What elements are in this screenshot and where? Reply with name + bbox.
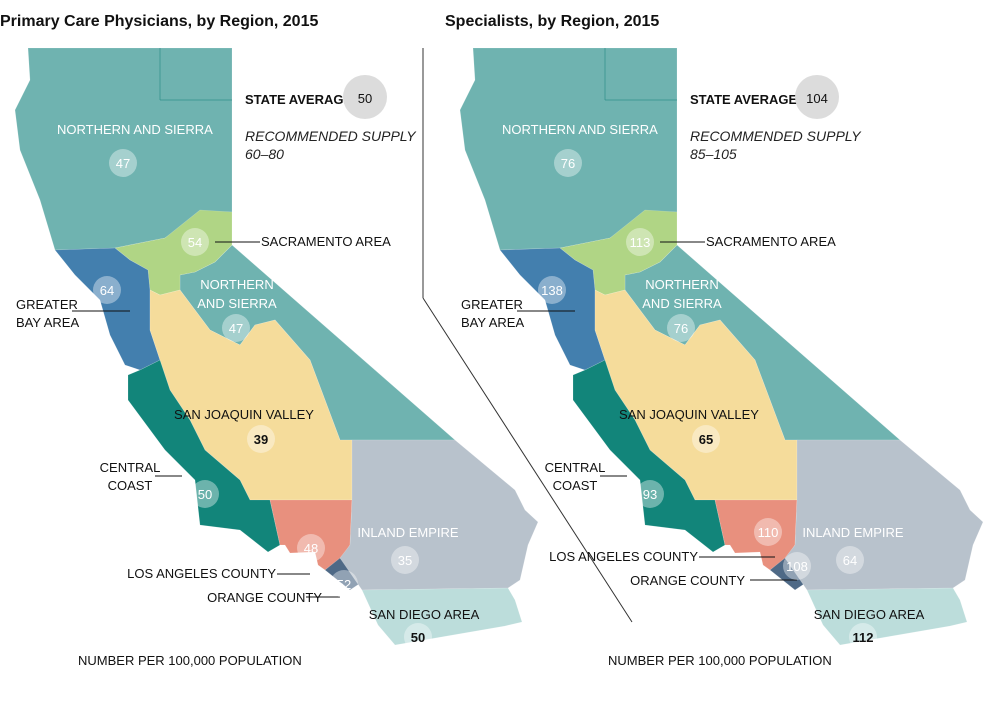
value-bubble-inland-empire <box>391 546 419 574</box>
region-inland-empire <box>339 439 539 591</box>
region-label: NORTHERN AND SIERRA <box>57 122 213 137</box>
region-value: 110 <box>758 525 779 540</box>
region-value: 64 <box>100 283 114 298</box>
footnote: NUMBER PER 100,000 POPULATION <box>78 653 302 668</box>
region-label: COAST <box>553 478 598 493</box>
value-bubble-northern-sierra-mid <box>222 314 250 342</box>
map-title: Primary Care Physicians, by Region, 2015 <box>0 13 318 30</box>
recommended-supply-range: 85–105 <box>690 146 737 162</box>
region-value: 64 <box>843 553 857 568</box>
region-value: 48 <box>304 541 318 556</box>
region-inland-empire <box>784 439 984 591</box>
region-label: SACRAMENTO AREA <box>706 234 836 249</box>
recommended-supply-label: RECOMMENDED SUPPLY <box>690 128 862 144</box>
region-label: SAN DIEGO AREA <box>369 607 480 622</box>
region-value: 138 <box>541 283 563 298</box>
value-bubble-northern-sierra-north <box>554 149 582 177</box>
region-label: CENTRAL <box>545 460 606 475</box>
region-value: 93 <box>643 487 657 502</box>
region-los-angeles <box>269 499 353 571</box>
region-value: 113 <box>630 235 651 250</box>
value-bubble-san-joaquin <box>692 425 720 453</box>
state-average-label: STATE AVERAGE <box>690 92 797 107</box>
value-bubble-central-coast <box>191 480 219 508</box>
value-bubble-san-diego <box>849 623 877 651</box>
state-average-value: 50 <box>358 91 372 106</box>
region-value: 50 <box>411 630 425 645</box>
region-label: INLAND EMPIRE <box>802 525 903 540</box>
region-value: 35 <box>398 553 412 568</box>
value-bubble-sacramento <box>626 228 654 256</box>
region-label: NORTHERN <box>645 277 718 292</box>
region-label: GREATER <box>461 297 523 312</box>
region-los-angeles <box>714 499 798 571</box>
recommended-supply-label: RECOMMENDED SUPPLY <box>245 128 417 144</box>
value-bubble-orange <box>783 552 811 580</box>
region-value: 54 <box>188 235 202 250</box>
region-label: COAST <box>108 478 153 493</box>
value-bubble-bay-area <box>538 276 566 304</box>
region-value: 108 <box>786 559 808 574</box>
value-bubble-san-joaquin <box>247 425 275 453</box>
region-label: BAY AREA <box>16 315 79 330</box>
region-label: SAN JOAQUIN VALLEY <box>174 407 314 422</box>
region-label: ORANGE COUNTY <box>207 590 322 605</box>
region-label: AND SIERRA <box>197 296 277 311</box>
region-san-diego <box>806 587 968 646</box>
state-average-circle <box>795 75 839 119</box>
value-bubble-san-diego <box>404 623 432 651</box>
value-bubble-central-coast <box>636 480 664 508</box>
region-value: 76 <box>561 156 575 171</box>
region-value: 112 <box>853 630 874 645</box>
region-label: GREATER <box>16 297 78 312</box>
region-value: 65 <box>699 432 713 447</box>
region-label: INLAND EMPIRE <box>357 525 458 540</box>
value-bubble-northern-sierra-north <box>109 149 137 177</box>
state-average-value: 104 <box>806 91 828 106</box>
specialists-map: Specialists, by Region, 2015 NORTHERN AND… <box>445 13 984 668</box>
region-label: NORTHERN AND SIERRA <box>502 122 658 137</box>
region-label: BAY AREA <box>461 315 524 330</box>
value-bubble-bay-area <box>93 276 121 304</box>
region-label: CENTRAL <box>100 460 161 475</box>
value-bubble-inland-empire <box>836 546 864 574</box>
region-value: 76 <box>674 321 688 336</box>
region-label: SACRAMENTO AREA <box>261 234 391 249</box>
region-label: NORTHERN <box>200 277 273 292</box>
region-value: 47 <box>229 321 243 336</box>
value-bubble-sacramento <box>181 228 209 256</box>
region-value: 39 <box>254 432 268 447</box>
region-value: 52 <box>337 577 351 592</box>
value-bubble-northern-sierra-mid <box>667 314 695 342</box>
region-label: LOS ANGELES COUNTY <box>549 549 698 564</box>
region-value: 50 <box>198 487 212 502</box>
value-bubble-los-angeles <box>297 534 325 562</box>
value-bubble-los-angeles <box>754 518 782 546</box>
region-san-diego <box>361 587 523 646</box>
primary-care-map: Primary Care Physicians, by Region, 2015… <box>0 13 539 668</box>
state-average-label: STATE AVERAGE <box>245 92 352 107</box>
region-label: SAN DIEGO AREA <box>814 607 925 622</box>
region-label: SAN JOAQUIN VALLEY <box>619 407 759 422</box>
map-title: Specialists, by Region, 2015 <box>445 13 659 30</box>
recommended-supply-range: 60–80 <box>245 146 284 162</box>
region-value: 47 <box>116 156 130 171</box>
divider-line <box>422 297 633 623</box>
region-label: ORANGE COUNTY <box>630 573 745 588</box>
value-bubble-orange <box>330 570 358 598</box>
region-label: AND SIERRA <box>642 296 722 311</box>
state-average-circle <box>343 75 387 119</box>
footnote: NUMBER PER 100,000 POPULATION <box>608 653 832 668</box>
region-label: LOS ANGELES COUNTY <box>127 566 276 581</box>
